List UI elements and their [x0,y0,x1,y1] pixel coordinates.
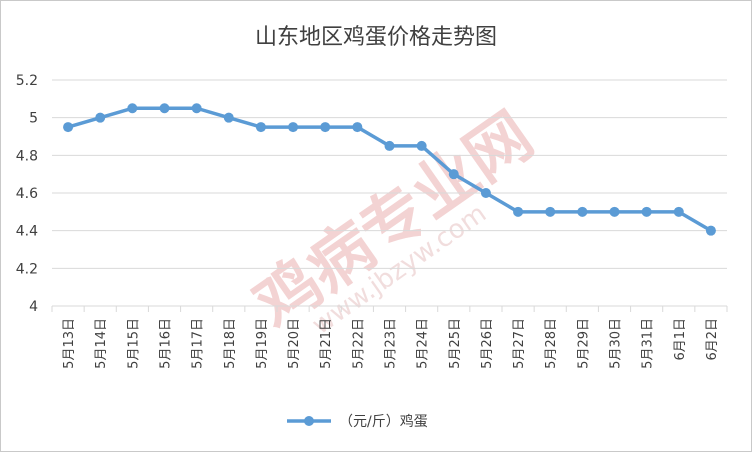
data-point [320,122,331,133]
data-point [384,140,395,151]
x-tick-label: 5月31日 [641,318,656,369]
data-point [352,122,363,133]
x-tick-label: 5月28日 [544,318,559,369]
x-tick-label: 5月23日 [384,318,399,369]
x-tick-label: 5月15日 [126,318,141,369]
data-point [577,206,588,217]
legend-swatch-marker [304,416,314,426]
x-tick-label: 5月25日 [448,318,463,369]
x-tick-label: 5月24日 [416,318,431,369]
x-tick-label: 5月20日 [287,318,302,369]
data-point [448,169,459,180]
x-tick-label: 5月21日 [319,318,334,369]
data-point [63,122,74,133]
x-tick-label: 5月26日 [480,318,495,369]
data-point [288,122,299,133]
y-tick-label: 4.6 [16,186,38,202]
y-tick-label: 4.2 [16,261,38,277]
x-tick-label: 5月17日 [191,318,206,369]
x-tick-label: 5月27日 [512,318,527,369]
legend-label: （元/斤）鸡蛋 [339,413,428,430]
data-point [223,112,234,123]
x-tick-label: 5月16日 [159,318,174,369]
data-point [513,206,524,217]
y-tick-label: 5.2 [16,73,38,89]
data-point [127,103,138,114]
data-point [609,206,620,217]
x-tick-label: 6月2日 [705,318,720,361]
x-tick-label: 5月22日 [351,318,366,369]
y-tick-label: 4 [29,299,38,315]
y-tick-label: 5 [29,111,38,127]
x-tick-label: 5月18日 [223,318,238,369]
legend: （元/斤）鸡蛋 [287,413,428,430]
x-tick-label: 5月13日 [62,318,77,369]
x-tick-label: 5月29日 [576,318,591,369]
x-tick-label: 5月14日 [94,318,109,369]
data-point [545,206,556,217]
series-group [63,103,716,236]
data-point [416,140,427,151]
chart-title: 山东地区鸡蛋价格走势图 [255,25,497,50]
grid [52,79,727,307]
data-point [705,225,716,236]
x-tick-label: 6月1日 [673,318,688,361]
y-axis: 4 4.2 4.4 4.6 4.8 5 5.2 [16,73,38,315]
data-point [95,112,106,123]
data-point [641,206,652,217]
y-tick-label: 4.8 [16,148,38,164]
y-tick-label: 4.4 [16,224,38,240]
x-axis: 5月13日 5月14日 5月15日 5月16日 5月17日 5月18日 5月19日 5月20日… [51,306,728,369]
data-point [191,103,202,114]
data-point [673,206,684,217]
x-tick-label: 5月30日 [609,318,624,369]
data-point [255,122,266,133]
x-tick-label: 5月19日 [255,318,270,369]
data-point [480,188,491,198]
data-point [159,103,170,114]
